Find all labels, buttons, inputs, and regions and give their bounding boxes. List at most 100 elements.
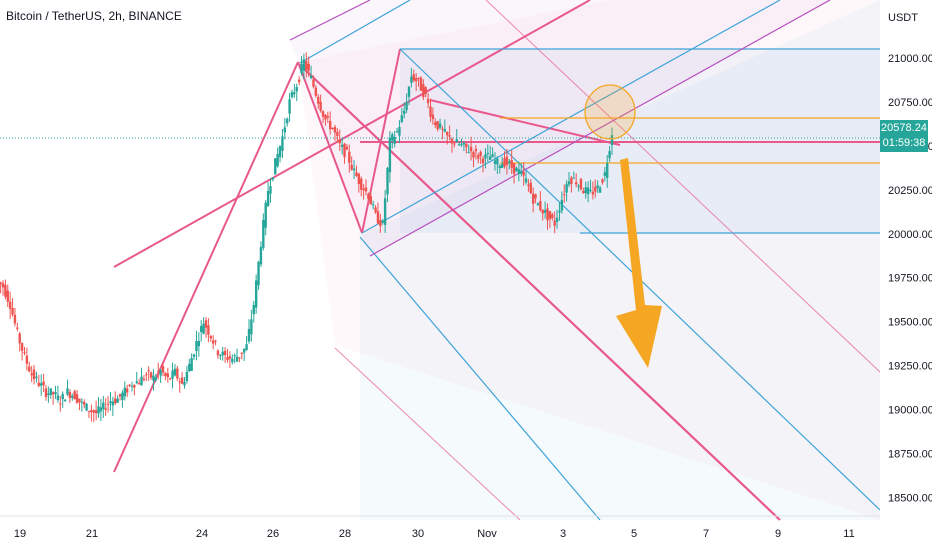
candle-body (71, 395, 74, 398)
candle-body (286, 118, 289, 124)
candle-body (219, 355, 222, 357)
candle-body (472, 151, 475, 158)
blue-lower-line (359, 236, 601, 521)
candle-body (32, 369, 36, 380)
candle-body (235, 356, 239, 362)
candle-body (116, 398, 119, 403)
candle-body (281, 136, 284, 151)
candle-body (371, 204, 375, 206)
candle-body (133, 384, 136, 388)
candle-body (477, 155, 480, 159)
time-tick-label: 7 (703, 528, 709, 540)
candle-body (496, 158, 499, 165)
candle-body (498, 165, 501, 168)
time-tick-label: 3 (560, 528, 566, 540)
candle-body (520, 171, 523, 174)
candle-body (97, 406, 100, 414)
candle-body (567, 181, 571, 185)
candle-body (37, 382, 41, 386)
candle-body (376, 211, 380, 224)
candle-body (271, 177, 275, 180)
candle-body (135, 381, 138, 384)
candle-body (340, 144, 344, 147)
candle-body (202, 323, 205, 334)
candle-body (338, 139, 341, 144)
candle-body (548, 211, 552, 219)
candle-body (543, 210, 547, 213)
candle-body (23, 351, 26, 353)
candle-body (35, 376, 38, 378)
blue-upper-channel (299, 0, 411, 64)
candle-body (254, 280, 258, 308)
candle-body (240, 352, 244, 355)
drawing-fills (290, 0, 880, 520)
candle-body (383, 198, 387, 225)
candle-body (164, 373, 167, 377)
candle-body (524, 178, 528, 183)
candle-body (522, 171, 525, 176)
candle-body (606, 163, 609, 178)
candle-body (541, 209, 544, 214)
candle-body (596, 185, 599, 188)
candle-body (302, 59, 306, 71)
candle-body (288, 99, 291, 114)
candle-body (577, 185, 580, 187)
candle-body (99, 407, 103, 412)
candle-body (536, 203, 540, 206)
candle-body (259, 246, 263, 265)
candle-body (446, 131, 449, 136)
candle-body (152, 375, 155, 381)
candle-body (161, 366, 165, 373)
candle-body (398, 126, 401, 136)
candle-body (601, 179, 604, 183)
candle-body (47, 393, 50, 395)
candle-body (307, 63, 310, 71)
candle-body (348, 151, 351, 163)
candle-body (192, 354, 196, 357)
candle-body (16, 327, 19, 329)
candle-body (149, 372, 153, 378)
candle-body (443, 129, 447, 132)
candle-body (553, 220, 556, 226)
candle-body (197, 340, 201, 347)
candle-body (505, 156, 509, 165)
candle-body (429, 106, 432, 117)
price-tick-label: 19500.00 (888, 317, 932, 329)
candle-body (426, 98, 430, 104)
candle-body (448, 135, 451, 137)
drawing-lines[interactable] (0, 0, 881, 521)
price-tick-label: 21000.00 (888, 53, 932, 65)
candle-body (51, 392, 55, 395)
candle-body (500, 163, 504, 169)
candle-body (185, 371, 189, 382)
time-tick-label: 11 (843, 528, 854, 540)
candle-body (560, 199, 564, 211)
candle-body (527, 184, 530, 187)
candle-body (80, 401, 84, 403)
last-price-value: 20578.24 (881, 122, 927, 135)
candle-body (450, 138, 454, 144)
candle-body (168, 378, 172, 380)
candle-body (489, 156, 492, 160)
candle-body (274, 158, 277, 175)
candle-body (290, 91, 294, 98)
candle-body (190, 358, 193, 371)
purple-upper-line (289, 0, 371, 41)
candle-body (333, 126, 337, 133)
candle-body (13, 314, 17, 324)
candle-body (211, 340, 215, 344)
blue-rising-line (361, 0, 781, 234)
candle-body (309, 76, 313, 79)
candle-body (319, 101, 322, 111)
candle-body (570, 177, 573, 184)
candle-body (6, 290, 9, 302)
candle-body (56, 395, 60, 401)
candle-body (252, 304, 255, 315)
candle-body (305, 60, 308, 70)
time-axis[interactable]: 19 21 24 26 28 30 Nov 3 5 7 9 11 (14, 528, 855, 540)
candle-body (589, 189, 592, 191)
candle-body (362, 188, 365, 191)
candle-body (474, 148, 478, 152)
